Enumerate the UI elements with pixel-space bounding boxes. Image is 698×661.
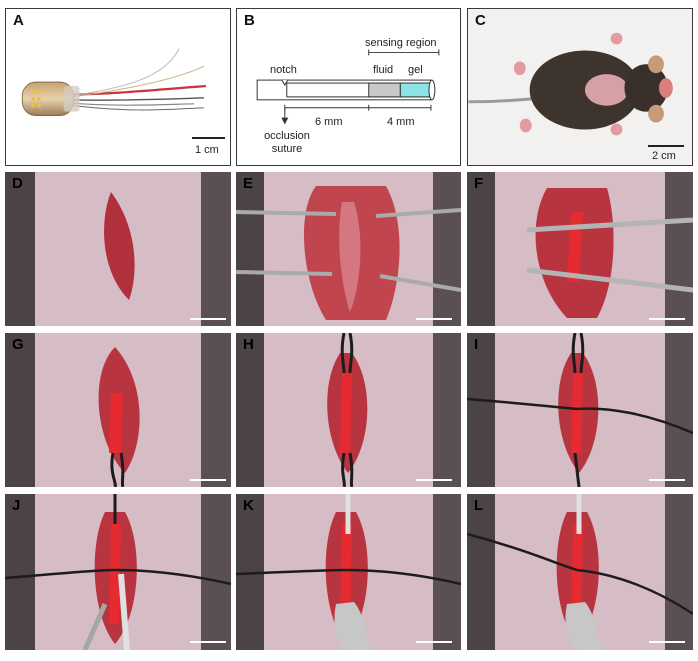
panel-e: E xyxy=(236,172,461,326)
panel-b-label: B xyxy=(244,12,255,29)
panel-j: J xyxy=(5,494,231,650)
scale-bar-label: 1 cm xyxy=(195,144,219,156)
scale-bar xyxy=(192,137,225,139)
scale-bar xyxy=(649,318,685,320)
panel-h: H xyxy=(236,333,461,487)
occlusion-label-line1: occlusion xyxy=(264,130,310,142)
scale-bar xyxy=(416,479,452,481)
occlusion-label-line2: suture xyxy=(271,143,303,155)
mouse-photo xyxy=(468,32,673,136)
panel-d: D xyxy=(5,172,231,326)
dimension-6mm-label: 6 mm xyxy=(315,116,343,128)
panel-f: F xyxy=(467,172,693,326)
catheter-advance-photo xyxy=(236,494,461,650)
scale-bar xyxy=(648,145,684,147)
panel-e-label: E xyxy=(243,175,254,192)
retracted-incision-photo xyxy=(236,172,461,326)
panel-h-label: H xyxy=(243,336,254,353)
final-ligation-photo xyxy=(467,494,693,650)
scale-bar xyxy=(190,479,226,481)
tie-suture-photo xyxy=(467,333,693,487)
catheter-schematic xyxy=(256,49,440,125)
suture-placement-photo xyxy=(5,333,231,487)
panel-j-label: J xyxy=(12,497,21,514)
ligated-artery-photo xyxy=(236,333,461,487)
panel-b: B sensing region notch fluid gel 6 mm 4 … xyxy=(236,8,461,166)
panel-k-label: K xyxy=(243,497,254,514)
artery-isolation-photo xyxy=(467,172,693,326)
panel-a-label: A xyxy=(13,12,24,29)
panel-i: I xyxy=(467,333,693,487)
panel-g-label: G xyxy=(12,336,24,353)
catheter-insertion-photo xyxy=(5,494,231,650)
panel-g: G xyxy=(5,333,231,487)
scale-bar xyxy=(416,641,452,643)
panel-c: C 2 cm xyxy=(467,8,693,166)
gel-label: gel xyxy=(408,64,423,76)
notch-label: notch xyxy=(270,64,297,76)
incision-photo xyxy=(5,172,231,326)
scale-bar xyxy=(416,318,452,320)
scale-bar xyxy=(649,479,685,481)
dimension-4mm-label: 4 mm xyxy=(387,116,415,128)
sensing-region-label: sensing region xyxy=(365,37,437,49)
scale-bar xyxy=(649,641,685,643)
panel-k: K xyxy=(236,494,461,650)
fluid-label: fluid xyxy=(373,64,394,76)
panel-l: L xyxy=(467,494,693,650)
pressure-sensor-device-image xyxy=(21,48,206,117)
panel-i-label: I xyxy=(474,336,479,353)
scale-bar xyxy=(190,641,226,643)
panel-a: A 1 cm xyxy=(5,8,231,166)
panel-c-label: C xyxy=(475,12,486,29)
scale-bar xyxy=(190,318,226,320)
scale-bar-label: 2 cm xyxy=(652,150,676,162)
panel-d-label: D xyxy=(12,175,23,192)
panel-l-label: L xyxy=(474,497,484,514)
panel-f-label: F xyxy=(474,175,484,192)
